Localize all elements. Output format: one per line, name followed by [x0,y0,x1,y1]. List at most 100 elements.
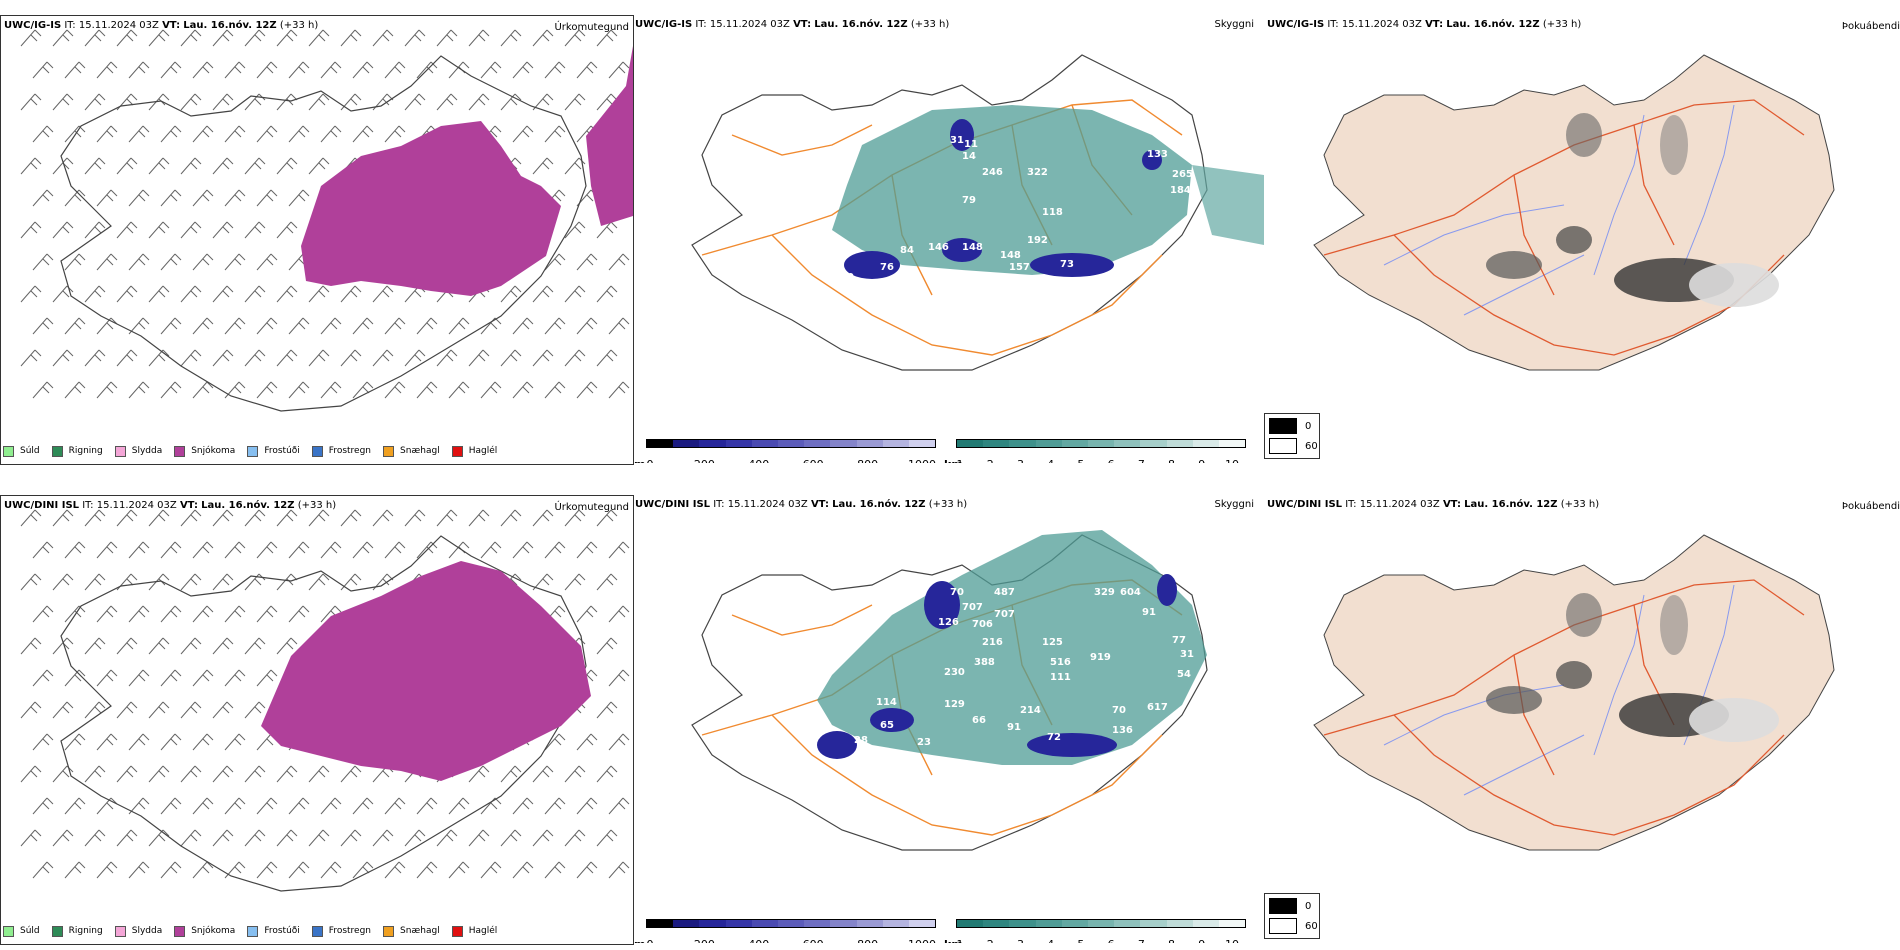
height-label: 77 [1172,635,1186,646]
wind-barb [564,829,586,847]
wind-barb [372,349,394,367]
legend-item: Frostúði [247,445,300,457]
wind-barb [532,157,554,175]
wind-barb [84,829,106,847]
colorbar-cell [1218,920,1246,927]
wind-barb [416,61,438,79]
wind-barb [564,573,586,591]
legend-swatch [247,445,259,457]
snow-area-row1-east [586,46,633,226]
colorbar-cell [983,440,1010,447]
wind-barb [212,221,234,239]
wind-barb [180,509,202,527]
wind-barb [244,765,266,783]
legend-swatch [311,925,323,937]
wind-barb [608,669,630,687]
height-label: 31 [1180,649,1194,660]
fog-shading [1486,113,1779,307]
legend-label: Frostregn [328,446,372,456]
wind-barb [212,701,234,719]
wind-barb [288,605,310,623]
colorbar-cell [647,440,674,447]
height-label: 91 [1142,607,1156,618]
wind-barb [116,157,138,175]
fog-label: 60 [1305,920,1318,932]
wind-barb [276,637,298,655]
wind-barb [96,669,118,687]
wind-barb [576,733,598,751]
height-label: 118 [1042,207,1063,218]
wind-barb [596,573,618,591]
legend-label: Rigning [68,926,103,936]
wind-barb [84,573,106,591]
wind-barb [404,829,426,847]
wind-barb [180,285,202,303]
wind-barb [340,509,362,527]
wind-barb [160,669,182,687]
wind-barb [320,61,342,79]
colorbar-cell [830,920,857,927]
wind-barb [544,797,566,815]
wind-barb [84,349,106,367]
wind-barb [160,733,182,751]
fog-legend-item: 60 [1269,918,1318,934]
wind-barb [212,157,234,175]
wind-barb [128,189,150,207]
wind-barb [148,285,170,303]
wind-barb [180,349,202,367]
wind-barb [192,669,214,687]
legend-label: Frostregn [328,926,372,936]
wind-barb [96,61,118,79]
wind-barb [96,861,118,879]
wind-barb [352,541,374,559]
wind-barb [212,829,234,847]
legend-label: Frostúði [264,446,300,456]
wind-barb [32,61,54,79]
height-label: 76 [880,262,894,273]
wind-barb [436,509,458,527]
wind-barb [340,829,362,847]
colorbar-tick: 3 [1017,458,1024,463]
height-label: 265 [1172,169,1193,180]
wind-barb [64,861,86,879]
colorbar-cell [1114,920,1141,927]
wind-barb [544,61,566,79]
colorbar-tick: 0 [647,458,654,463]
wind-barb [148,829,170,847]
colorbar-tick: 8 [1168,938,1175,943]
height-label: 216 [982,637,1003,648]
wind-barb [20,157,42,175]
legend-swatch [174,445,186,457]
wind-barb [576,797,598,815]
wind-barb [32,541,54,559]
wind-barb [128,61,150,79]
wind-barb [52,349,74,367]
wind-barb [500,285,522,303]
height-label: 95 [1117,262,1131,273]
fog-legend-item: 0 [1269,898,1311,914]
height-label: 707 [962,602,983,613]
iceland-outline [60,55,587,412]
colorbar-cell [882,440,909,447]
colorbar-cell [673,440,700,447]
wind-barb [116,829,138,847]
wind-barb [224,605,246,623]
wind-barb [448,861,470,879]
wind-barb [84,29,106,47]
colorbar-tick: 5 [1077,938,1084,943]
wind-barb [352,797,374,815]
colorbar-tick: 7 [1138,938,1145,943]
height-label: 617 [1147,702,1168,713]
wind-barb [308,285,330,303]
legend-swatch [3,925,14,937]
wind-barb [116,285,138,303]
height-label: 707 [994,609,1015,620]
wind-barb [384,381,406,399]
colorbar-tick: 1000 [908,458,936,463]
fog-swatch [1269,438,1297,454]
wind-barb [212,93,234,111]
wind-barb [320,381,342,399]
wind-barb [116,29,138,47]
wind-barb [596,29,618,47]
wind-barb [32,733,54,751]
